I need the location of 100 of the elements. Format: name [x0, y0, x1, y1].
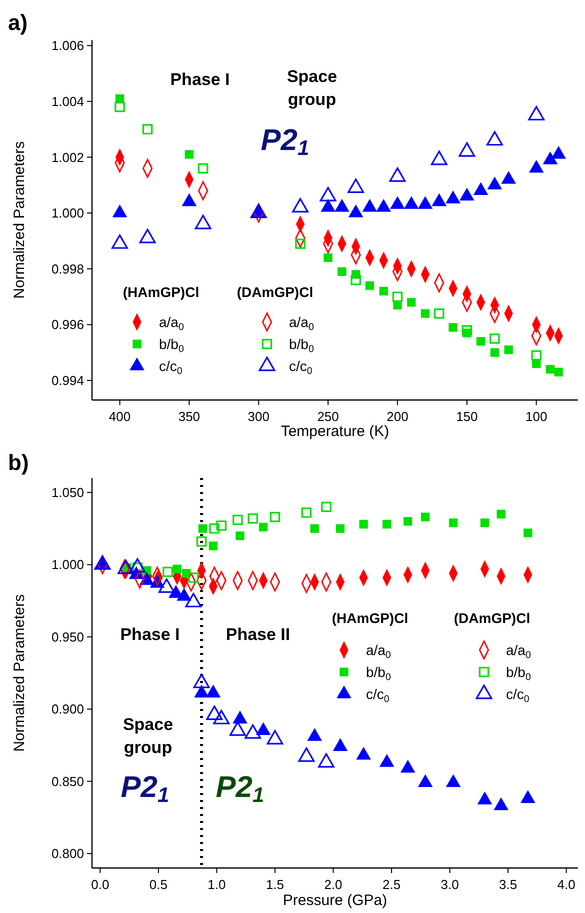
annotation: Phase I: [120, 625, 180, 644]
annotation: (HAmGP)Cl: [122, 284, 200, 300]
point: [420, 512, 430, 522]
point: [520, 790, 536, 803]
point: [324, 253, 332, 262]
point: [256, 722, 271, 736]
x-tick-label: 2.0: [324, 877, 342, 892]
point: [193, 674, 210, 688]
point: [295, 238, 306, 249]
point: [270, 512, 280, 522]
point: [382, 520, 392, 529]
point: [182, 193, 197, 206]
point: [348, 178, 364, 193]
point: [390, 196, 405, 209]
x-tick-label: 3.5: [499, 877, 518, 892]
point: [307, 728, 322, 741]
point: [418, 196, 433, 209]
y-axis-title: Normalized Parameters: [11, 594, 28, 752]
point: [213, 710, 230, 724]
point: [356, 746, 371, 760]
point: [332, 738, 348, 751]
point: [232, 710, 248, 724]
point: [476, 337, 486, 346]
point: [379, 286, 388, 296]
point: [554, 368, 563, 376]
point: [320, 186, 336, 202]
x-tick-label: 1.0: [208, 877, 226, 892]
x-axis-title: Temperature (K): [280, 423, 390, 440]
y-tick-label: 1.006: [51, 38, 84, 54]
point: [336, 524, 345, 533]
point: [531, 350, 542, 360]
point: [298, 747, 315, 762]
x-axis-title: Pressure (GPa): [282, 892, 388, 909]
point: [477, 792, 492, 804]
point: [501, 170, 516, 184]
y-tick-label: 0.950: [51, 629, 84, 644]
point: [208, 542, 218, 550]
annotation: (DAmGP)Cl: [236, 284, 314, 300]
point: [460, 188, 474, 201]
point: [473, 182, 488, 195]
point: [359, 520, 368, 529]
chart-title: a): [8, 10, 28, 35]
point: [407, 298, 416, 307]
point: [365, 281, 374, 290]
point: [301, 508, 312, 518]
point: [209, 523, 220, 534]
annotation: P2$_{1}$: [260, 124, 310, 160]
point: [490, 348, 500, 357]
point: [496, 510, 506, 518]
point: [248, 513, 258, 524]
x-tick-label: 3.0: [440, 877, 459, 892]
legend-label: b/b$_{0}$: [159, 336, 184, 354]
annotation: P2$_{1}$: [120, 771, 170, 808]
point: [434, 308, 444, 319]
x-tick-label: 350: [178, 409, 200, 424]
legend-label: a/a$_{0}$: [366, 642, 392, 660]
point: [418, 774, 433, 788]
point: [486, 131, 503, 146]
point: [487, 176, 502, 190]
y-tick-label: 0.850: [51, 774, 84, 789]
point: [172, 564, 182, 574]
legend-label: b/b$_{0}$: [366, 664, 392, 682]
y-tick-label: 1.004: [51, 94, 84, 109]
point: [546, 364, 555, 374]
legend-label: b/b$_{0}$: [289, 336, 314, 354]
x-tick-label: 2.5: [382, 877, 401, 892]
point: [448, 323, 458, 332]
point: [376, 198, 392, 212]
point: [524, 528, 532, 538]
point: [448, 518, 458, 528]
point: [321, 502, 332, 512]
point: [400, 760, 416, 773]
point: [480, 518, 490, 528]
x-tick-label: 0.0: [91, 877, 110, 892]
annotation: Phase II: [226, 625, 290, 644]
point: [258, 522, 268, 532]
x-tick-label: 300: [248, 409, 270, 424]
point: [528, 106, 545, 120]
point: [216, 520, 226, 531]
y-tick-label: 1.000: [51, 557, 84, 572]
point: [194, 214, 212, 230]
y-axis-title: Normalized Parameters: [11, 141, 28, 299]
annotation: P2$_{1}$: [216, 771, 264, 808]
annotation: Space group: [122, 715, 174, 757]
point: [310, 524, 319, 533]
x-tick-label: 1.5: [266, 877, 284, 892]
x-tick-label: 250: [317, 409, 339, 424]
point: [266, 730, 284, 745]
y-tick-label: 1.000: [51, 206, 84, 221]
x-tick-label: 100: [525, 409, 548, 424]
point: [404, 196, 419, 209]
point: [542, 151, 558, 164]
point: [206, 706, 223, 720]
point: [236, 531, 244, 540]
point: [206, 684, 221, 698]
point: [379, 754, 394, 767]
point: [404, 517, 412, 526]
point: [446, 774, 461, 788]
point: [188, 572, 199, 583]
point: [462, 325, 472, 336]
